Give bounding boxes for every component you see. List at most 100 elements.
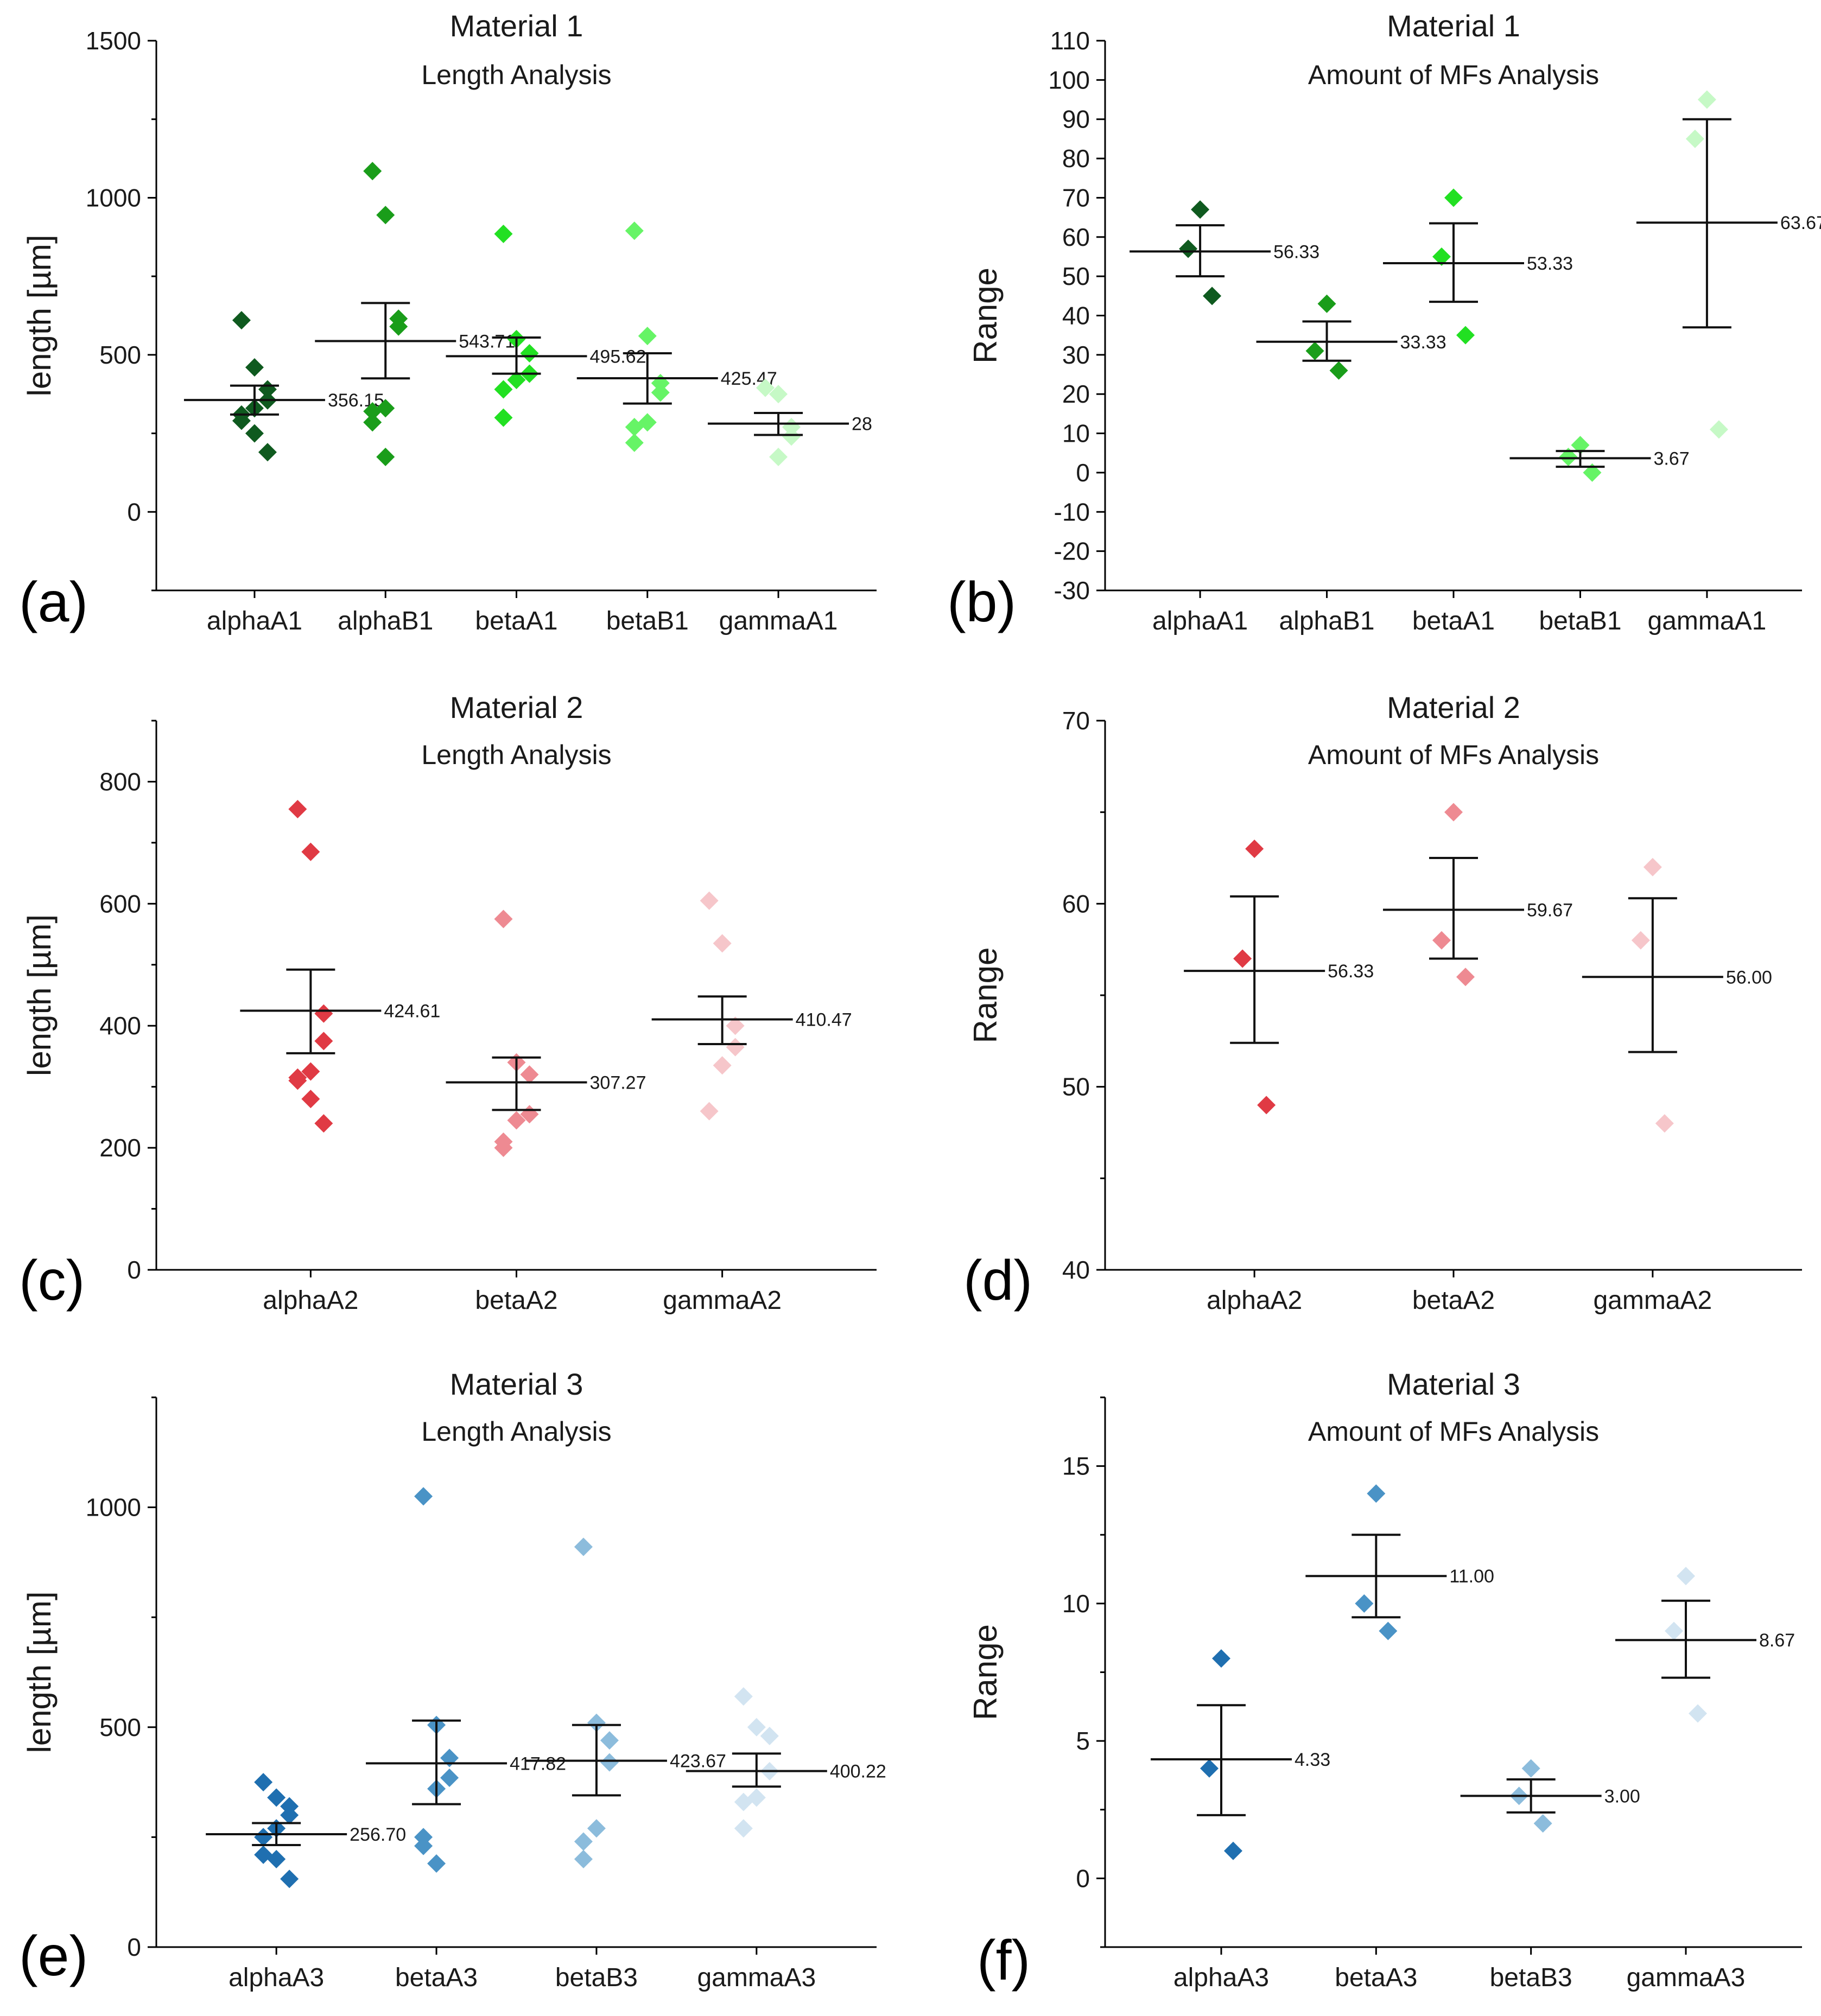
data-point (314, 1004, 333, 1023)
mean-label: 410.47 (796, 1009, 852, 1030)
x-tick-label: betaA3 (1335, 1963, 1417, 1992)
y-axis-label: length [µm] (21, 234, 58, 396)
data-point (1665, 1621, 1683, 1640)
mean-label: 495.62 (590, 346, 646, 367)
data-point (1533, 1814, 1552, 1833)
mean-label: 307.27 (590, 1072, 646, 1093)
y-tick-label: 0 (127, 498, 141, 526)
data-point (363, 162, 382, 181)
data-point (301, 842, 320, 861)
y-tick-label: 600 (99, 889, 141, 918)
data-point (440, 1748, 459, 1767)
data-point (760, 1727, 779, 1746)
data-point (756, 378, 775, 397)
data-point (314, 1032, 333, 1051)
data-point (376, 447, 395, 466)
data-point (1191, 200, 1210, 219)
y-tick-label: 1000 (86, 183, 141, 212)
y-tick-label: 500 (99, 1713, 141, 1741)
data-point (232, 311, 251, 330)
x-tick-label: alphaA3 (1173, 1963, 1269, 1992)
mean-label: 59.67 (1527, 900, 1573, 920)
data-point (1697, 90, 1716, 109)
mean-label: 424.61 (384, 1001, 440, 1022)
data-point (574, 1832, 593, 1851)
data-point (507, 1111, 526, 1130)
y-axis-label: Range (967, 947, 1004, 1044)
y-tick-label: 40 (1062, 1256, 1090, 1284)
data-point (782, 427, 801, 446)
y-tick-label: 100 (1048, 66, 1090, 94)
y-tick-label: 70 (1062, 707, 1090, 735)
data-point (267, 1849, 286, 1868)
mean-label: 3.67 (1653, 448, 1689, 469)
data-point (1456, 968, 1475, 987)
data-point (769, 447, 788, 466)
y-tick-label: 15 (1062, 1452, 1090, 1480)
x-tick-label: gammaA3 (697, 1963, 816, 1992)
x-tick-label: gammaA3 (1627, 1963, 1746, 1992)
data-point (638, 327, 657, 346)
mean-label: 417.82 (510, 1753, 566, 1774)
y-tick-label: 400 (99, 1012, 141, 1040)
data-point (700, 891, 719, 910)
mean-label: 256.70 (350, 1824, 406, 1845)
mean-label: 11.00 (1449, 1566, 1494, 1587)
y-tick-label: 60 (1062, 223, 1090, 251)
x-tick-label: gammaA2 (1593, 1286, 1712, 1315)
chart-subtitle: Length Analysis (421, 740, 611, 770)
x-tick-label: alphaA2 (1207, 1286, 1302, 1315)
data-point (520, 344, 539, 363)
y-tick-label: 40 (1062, 302, 1090, 330)
data-point (1203, 287, 1222, 306)
panel-label: (f) (977, 1929, 1030, 1992)
data-point (726, 1038, 745, 1057)
data-point (1367, 1484, 1386, 1503)
data-point (363, 402, 382, 421)
x-tick-label: gammaA1 (719, 607, 838, 635)
y-axis-label: Range (967, 1624, 1004, 1720)
chart-title: Material 1 (1387, 9, 1520, 43)
mean-label: 8.67 (1759, 1630, 1795, 1651)
mean-label: 56.33 (1273, 241, 1319, 262)
mean-label: 3.00 (1604, 1786, 1640, 1807)
x-tick-label: betaA3 (395, 1963, 478, 1992)
x-tick-label: gammaA1 (1648, 607, 1767, 635)
data-point (1521, 1759, 1540, 1778)
mean-label: 53.33 (1527, 253, 1573, 274)
x-tick-label: betaB3 (555, 1963, 638, 1992)
data-point (1212, 1649, 1230, 1668)
data-point (1317, 294, 1336, 313)
y-tick-label: 0 (1076, 459, 1090, 487)
y-tick-label: 20 (1062, 380, 1090, 408)
data-point (494, 1139, 513, 1158)
data-point (651, 383, 670, 402)
data-point (254, 1773, 273, 1792)
data-point (1655, 1114, 1674, 1133)
chart-panel-4: Material 2 Amount of MFs Analysis 40 50 60 70… (963, 690, 1802, 1315)
data-point (1179, 239, 1198, 258)
mean-label: 400.22 (830, 1761, 886, 1782)
data-point (414, 1836, 433, 1855)
data-point (1689, 1704, 1707, 1723)
y-tick-label: -20 (1054, 537, 1090, 565)
chart-title: Material 1 (450, 9, 583, 43)
data-point (600, 1753, 619, 1772)
data-point (1245, 840, 1264, 858)
chart-subtitle: Amount of MFs Analysis (1308, 1416, 1599, 1447)
data-point (1571, 436, 1590, 455)
data-point (494, 910, 513, 928)
y-tick-label: -30 (1054, 576, 1090, 605)
data-point (427, 1854, 446, 1873)
y-axis-label: Range (967, 268, 1004, 364)
data-point (267, 1788, 286, 1807)
y-tick-label: 90 (1062, 105, 1090, 133)
mean-label: 63.67 (1780, 213, 1821, 233)
data-point (1444, 188, 1463, 207)
data-point (625, 417, 644, 436)
data-point (1432, 247, 1451, 266)
data-point (600, 1731, 619, 1750)
data-point (507, 371, 526, 390)
data-point (747, 1718, 766, 1737)
